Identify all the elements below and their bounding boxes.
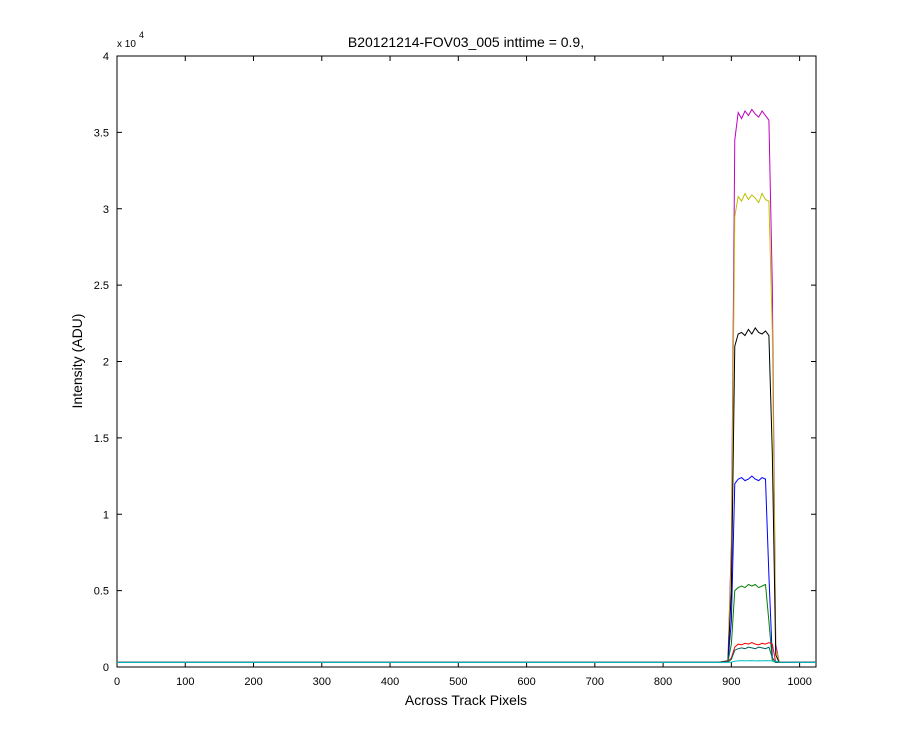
x-tick-label: 0 [114,676,120,688]
y-tick-label: 2.5 [94,280,109,292]
x-tick-label: 600 [517,676,535,688]
x-tick-label: 200 [244,676,262,688]
x-tick-label: 500 [449,676,467,688]
x-axis-label: Across Track Pixels [405,692,527,708]
y-tick-label: 2 [103,357,109,369]
x-tick-label: 100 [176,676,194,688]
chart-title: B20121214-FOV03_005 inttime = 0.9, [348,34,584,50]
y-tick-label: 1 [103,509,109,521]
y-tick-label: 3 [103,204,109,216]
y-axis-label: Intensity (ADU) [69,314,85,409]
x-tick-label: 700 [586,676,604,688]
plot-area [116,55,817,668]
y-exponent: 4 [139,30,144,40]
y-tick-label: 0.5 [94,586,109,598]
y-tick-label: 3.5 [94,127,109,139]
x-tick-label: 300 [313,676,331,688]
y-tick-label: 0 [103,662,109,674]
x-tick-label: 900 [722,676,740,688]
y-tick-label: 4 [103,51,109,63]
y-tick-label: 1.5 [94,433,109,445]
x-tick-label: 400 [381,676,399,688]
data-line [117,660,816,663]
x-tick-label: 1000 [787,676,811,688]
y-multiplier: x 10 [117,39,136,50]
x-tick-label: 800 [654,676,672,688]
